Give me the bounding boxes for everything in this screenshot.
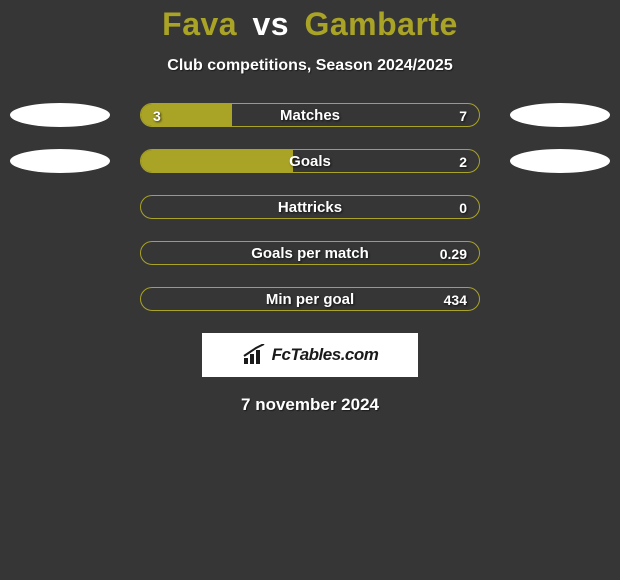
stat-bar: Hattricks0 — [140, 195, 480, 219]
brand-text: FcTables.com — [272, 345, 379, 365]
stat-row: Min per goal434 — [0, 287, 620, 311]
brand-inner: FcTables.com — [242, 344, 379, 366]
stat-right-value: 0 — [459, 196, 467, 219]
stat-bar: 3Matches7 — [140, 103, 480, 127]
player2-badge — [510, 103, 610, 127]
player1-badge — [10, 149, 110, 173]
stat-rows: 3Matches7 Goals2 Hattricks0 Goals per match… — [0, 103, 620, 311]
title-vs: vs — [252, 6, 289, 42]
stat-right-value: 0.29 — [440, 242, 467, 265]
stat-label: Hattricks — [141, 196, 479, 219]
stat-right-value: 7 — [459, 104, 467, 127]
stat-right-value: 2 — [459, 150, 467, 173]
stat-bar: Goals2 — [140, 149, 480, 173]
stat-row: Goals2 — [0, 149, 620, 173]
title-player2: Gambarte — [304, 6, 457, 42]
comparison-widget: Fava vs Gambarte Club competitions, Seas… — [0, 0, 620, 415]
stat-row: Hattricks0 — [0, 195, 620, 219]
chart-icon — [242, 344, 268, 366]
player2-badge — [510, 149, 610, 173]
stat-row: 3Matches7 — [0, 103, 620, 127]
player1-badge — [10, 103, 110, 127]
brand-box[interactable]: FcTables.com — [202, 333, 418, 377]
title-player1: Fava — [162, 6, 237, 42]
stat-row: Goals per match0.29 — [0, 241, 620, 265]
subtitle: Club competitions, Season 2024/2025 — [0, 57, 620, 75]
page-title: Fava vs Gambarte — [0, 6, 620, 43]
stat-bar: Min per goal434 — [140, 287, 480, 311]
stat-label: Min per goal — [141, 288, 479, 311]
stat-label: Goals per match — [141, 242, 479, 265]
stat-label: Matches — [141, 104, 479, 127]
stat-label: Goals — [141, 150, 479, 173]
stat-bar: Goals per match0.29 — [140, 241, 480, 265]
date: 7 november 2024 — [0, 395, 620, 415]
stat-right-value: 434 — [444, 288, 467, 311]
